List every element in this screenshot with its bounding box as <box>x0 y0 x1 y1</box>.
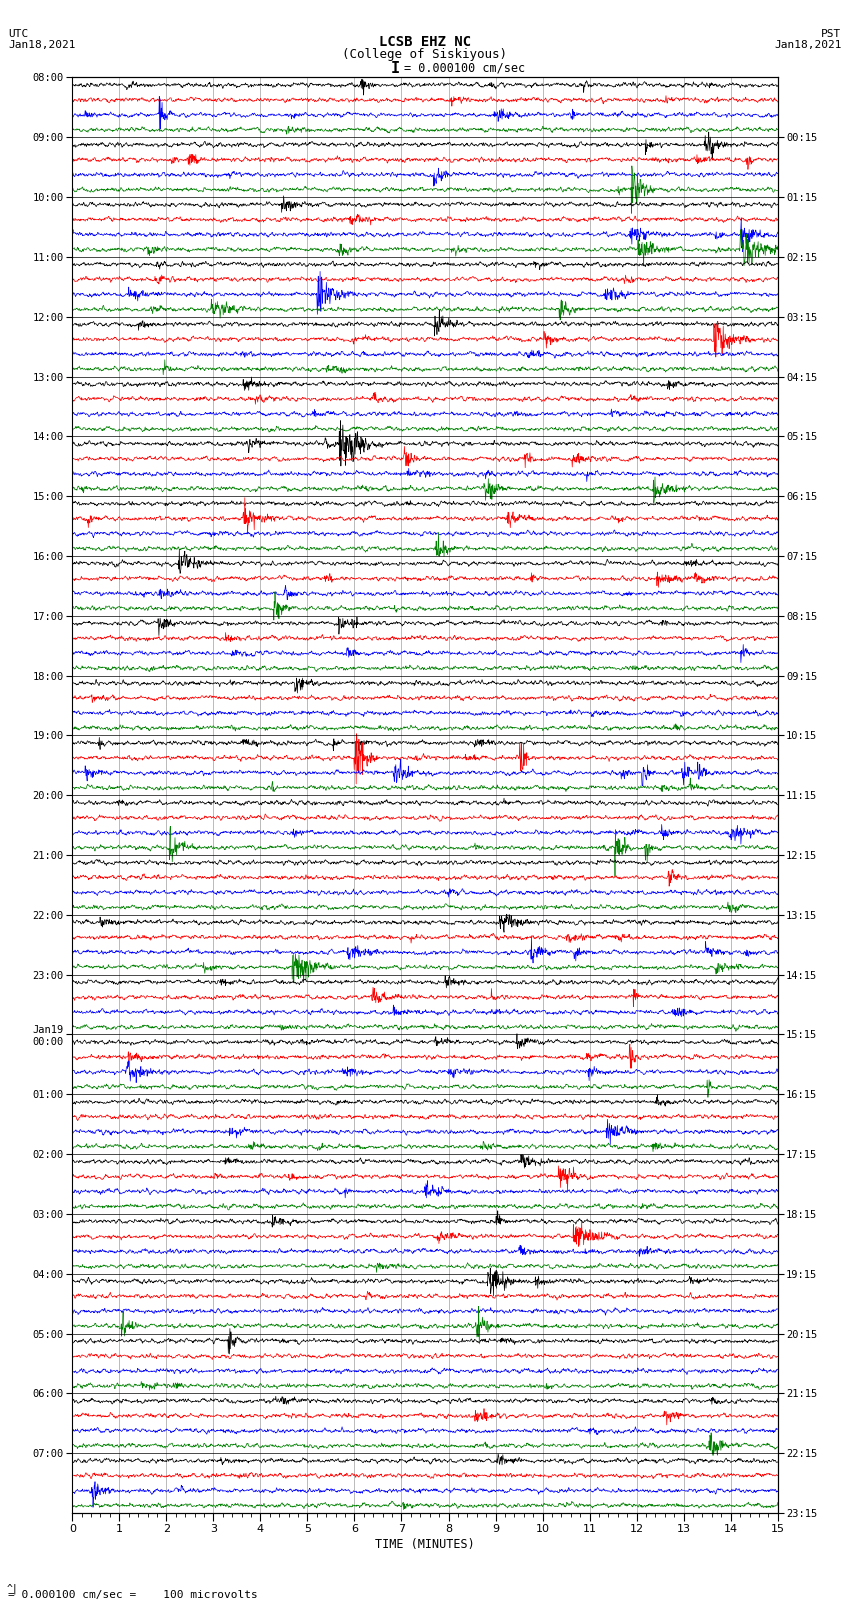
Text: I: I <box>391 61 399 76</box>
Text: ^|: ^| <box>7 1582 19 1594</box>
Text: LCSB EHZ NC: LCSB EHZ NC <box>379 35 471 50</box>
Text: PST: PST <box>821 29 842 39</box>
Text: (College of Siskiyous): (College of Siskiyous) <box>343 48 507 61</box>
Text: Jan18,2021: Jan18,2021 <box>774 40 842 50</box>
Text: = 0.000100 cm/sec: = 0.000100 cm/sec <box>404 61 524 74</box>
Text: = 0.000100 cm/sec =    100 microvolts: = 0.000100 cm/sec = 100 microvolts <box>8 1590 258 1600</box>
Text: UTC: UTC <box>8 29 29 39</box>
X-axis label: TIME (MINUTES): TIME (MINUTES) <box>375 1539 475 1552</box>
Text: Jan18,2021: Jan18,2021 <box>8 40 76 50</box>
